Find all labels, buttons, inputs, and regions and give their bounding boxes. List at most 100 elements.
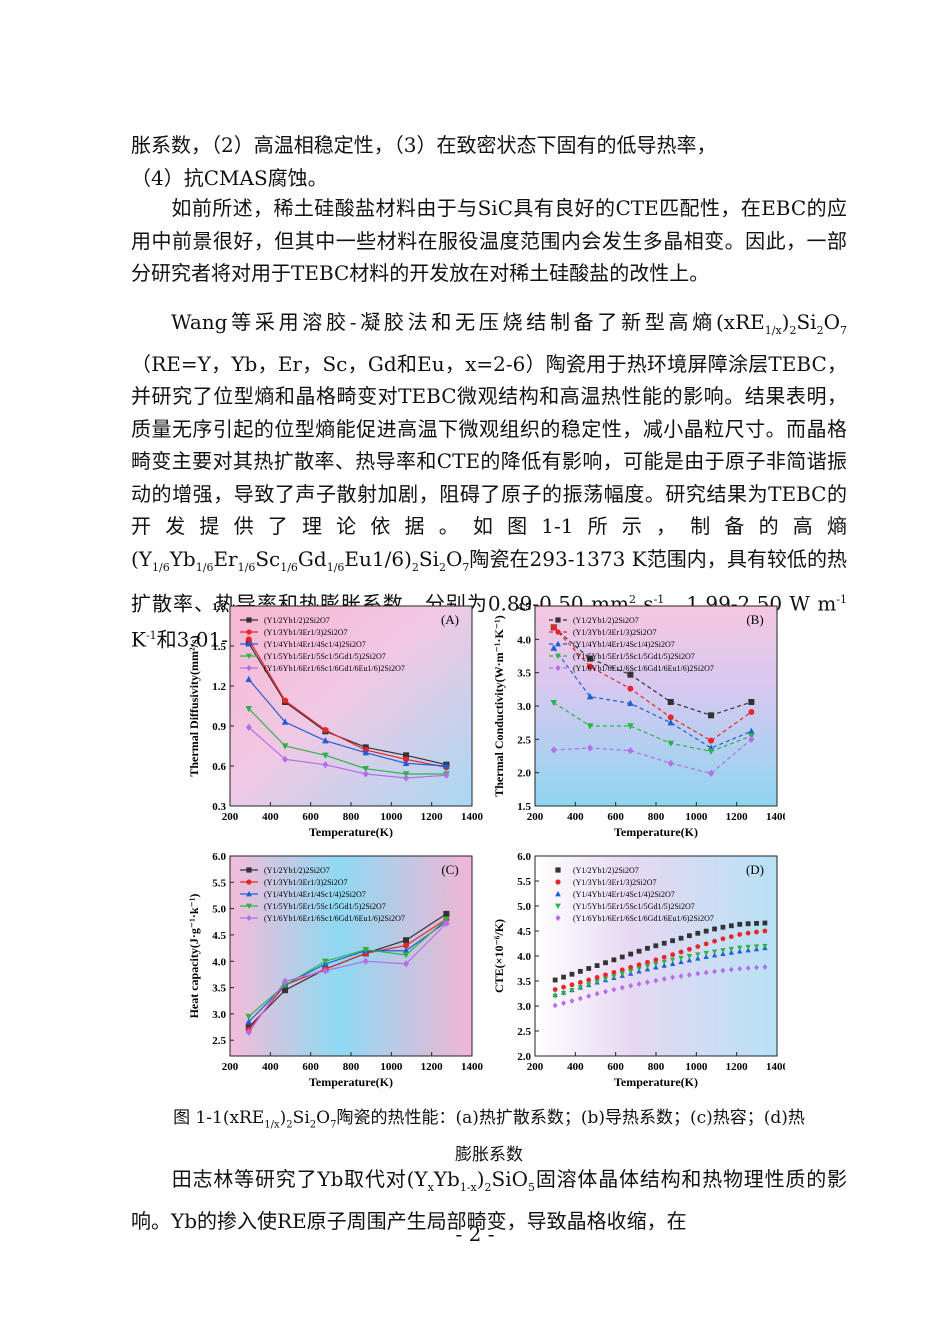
legend-marker bbox=[555, 640, 561, 647]
data-point bbox=[586, 982, 592, 988]
data-point bbox=[667, 699, 674, 705]
paragraph-tian-study: 田志林等研究了Yb取代对(YxYb1-x)2SiO5固溶体晶体结构和热物理性质的… bbox=[131, 1167, 847, 1233]
data-point bbox=[703, 969, 709, 976]
x-tick-label: 600 bbox=[607, 1061, 624, 1073]
data-point bbox=[708, 737, 715, 744]
legend-item: (Y1/2Yb1/2)2Si2O7 bbox=[240, 866, 330, 875]
data-point bbox=[728, 923, 734, 929]
y-axis-label: Thermal Conductivity(W·m⁻¹·K⁻¹) bbox=[492, 615, 506, 797]
data-point bbox=[720, 948, 726, 954]
data-point bbox=[619, 967, 625, 973]
x-tick-label: 600 bbox=[607, 811, 624, 823]
chart-panel-4: 200 400 600 800 1000 1200 1400 2.0 2.5 3.0 3.5 4.0 4… bbox=[492, 851, 785, 1089]
legend-marker bbox=[555, 903, 561, 910]
x-axis-label: Temperature(K) bbox=[614, 825, 698, 839]
data-point bbox=[627, 671, 634, 678]
y-tick-label: 2.0 bbox=[517, 768, 531, 780]
data-point bbox=[695, 970, 701, 977]
legend-item: (Y1/4Yb1/4Er1/4Sc1/4)2Si2O7 bbox=[549, 640, 675, 649]
series-line bbox=[248, 918, 447, 1031]
x-tick-label: 1200 bbox=[421, 1061, 444, 1073]
legend-label: (Y1/6Yb1/6Er1/6Sc1/6Gd1/6Eu1/6)2Si2O7 bbox=[264, 664, 405, 673]
series-line bbox=[248, 921, 447, 1023]
data-point bbox=[560, 990, 567, 996]
data-point bbox=[728, 946, 734, 952]
x-tick-label: 400 bbox=[567, 1061, 584, 1073]
y-tick-label: 4.5 bbox=[517, 926, 531, 938]
y-tick-label: 3.5 bbox=[212, 983, 226, 995]
data-point bbox=[628, 969, 634, 975]
legend-label: (Y1/5Yb1/5Er1/5Sc1/5Gd1/5)2Si2O7 bbox=[264, 902, 386, 911]
paragraph-continuation: 胀系数，（2）高温相稳定性，（3）在致密状态下固有的低导热率， （4）抗CMAS腐… bbox=[131, 133, 717, 190]
legend-item: (Y1/2Yb1/2)2Si2O7 bbox=[240, 616, 330, 625]
data-point bbox=[703, 950, 709, 956]
x-tick-label: 400 bbox=[262, 811, 279, 823]
data-point bbox=[586, 693, 594, 700]
legend-marker bbox=[246, 879, 252, 885]
data-point bbox=[661, 959, 667, 965]
caption-line-1: 图 1-1(xRE1/x)2Si2O7陶瓷的热性能：(a)热扩散系数；(b)导热… bbox=[173, 1108, 805, 1131]
series-line bbox=[553, 702, 752, 752]
data-point bbox=[245, 1013, 253, 1021]
figure-caption: 图 1-1(xRE1/x)2Si2O7陶瓷的热性能：(a)热扩散系数；(b)导热… bbox=[131, 1103, 847, 1170]
figure-svg: 200 400 600 800 1000 1200 1400 0.3 0.6 0.9 1.2 1.5 1… bbox=[187, 601, 785, 1089]
data-point bbox=[322, 737, 329, 744]
y-tick-label: 0.3 bbox=[212, 801, 226, 813]
y-tick-label: 6.0 bbox=[212, 851, 226, 863]
data-point bbox=[720, 967, 726, 974]
data-point bbox=[552, 993, 558, 999]
data-point bbox=[587, 663, 594, 670]
x-tick-label: 200 bbox=[527, 811, 544, 823]
data-point bbox=[728, 966, 734, 973]
panel-label: (C) bbox=[441, 862, 458, 877]
data-point bbox=[619, 984, 625, 991]
plot-area bbox=[229, 605, 473, 807]
plot-area bbox=[534, 605, 778, 807]
data-point bbox=[653, 943, 659, 949]
y-tick-label: 2.5 bbox=[517, 1026, 531, 1038]
legend-marker bbox=[246, 640, 252, 647]
caption-line-2: 膨胀系数 bbox=[455, 1145, 523, 1166]
series-4 bbox=[550, 699, 755, 755]
data-point bbox=[403, 960, 410, 968]
legend-item: (Y1/6Yb1/6Er1/6Sc1/6Gd1/6Eu1/6)2Si2O7 bbox=[240, 664, 405, 673]
data-point bbox=[586, 993, 592, 1000]
plot-area bbox=[534, 855, 778, 1057]
data-point bbox=[594, 979, 600, 985]
data-point bbox=[322, 727, 329, 733]
legend-label: (Y1/3Yb1/3Er1/3)2Si2O7 bbox=[573, 628, 657, 637]
data-point bbox=[737, 945, 743, 951]
data-point bbox=[754, 929, 759, 935]
x-tick-label: 1000 bbox=[685, 1061, 708, 1073]
page-number: - 2 - bbox=[455, 1222, 495, 1246]
data-point bbox=[594, 975, 600, 980]
legend-marker bbox=[246, 629, 252, 635]
data-point bbox=[686, 946, 692, 952]
legend-label: (Y1/2Yb1/2)2Si2O7 bbox=[264, 616, 330, 625]
data-point bbox=[443, 919, 450, 927]
data-point bbox=[670, 974, 676, 981]
data-point bbox=[667, 714, 674, 721]
data-point bbox=[707, 748, 715, 755]
x-tick-label: 400 bbox=[567, 811, 584, 823]
legend-item: (Y1/4Yb1/4Er1/4Sc1/4)2Si2O7 bbox=[240, 890, 366, 899]
data-point bbox=[678, 955, 684, 961]
data-point bbox=[550, 699, 558, 707]
data-point bbox=[745, 944, 751, 950]
paragraph-rare-earth-silicates: 如前所述，稀土硅酸盐材料由于与SiC具有良好的CTE匹配性，在EBC的应用中前景… bbox=[131, 196, 847, 285]
legend-marker bbox=[246, 617, 252, 623]
y-tick-label: 1.8 bbox=[212, 601, 226, 613]
data-point bbox=[627, 685, 634, 692]
data-point bbox=[577, 995, 583, 1002]
data-point bbox=[322, 967, 329, 975]
data-point bbox=[586, 723, 594, 730]
data-point bbox=[678, 935, 684, 941]
data-point bbox=[403, 756, 410, 763]
x-tick-label: 1400 bbox=[766, 1061, 785, 1073]
series-line bbox=[553, 647, 752, 749]
data-point bbox=[627, 723, 634, 730]
data-point bbox=[443, 916, 450, 923]
data-point bbox=[587, 744, 594, 752]
legend-item: (Y1/5Yb1/5Er1/5Sc1/5Gd1/5)2Si2O7 bbox=[240, 652, 386, 661]
panel-label: (B) bbox=[746, 612, 763, 627]
